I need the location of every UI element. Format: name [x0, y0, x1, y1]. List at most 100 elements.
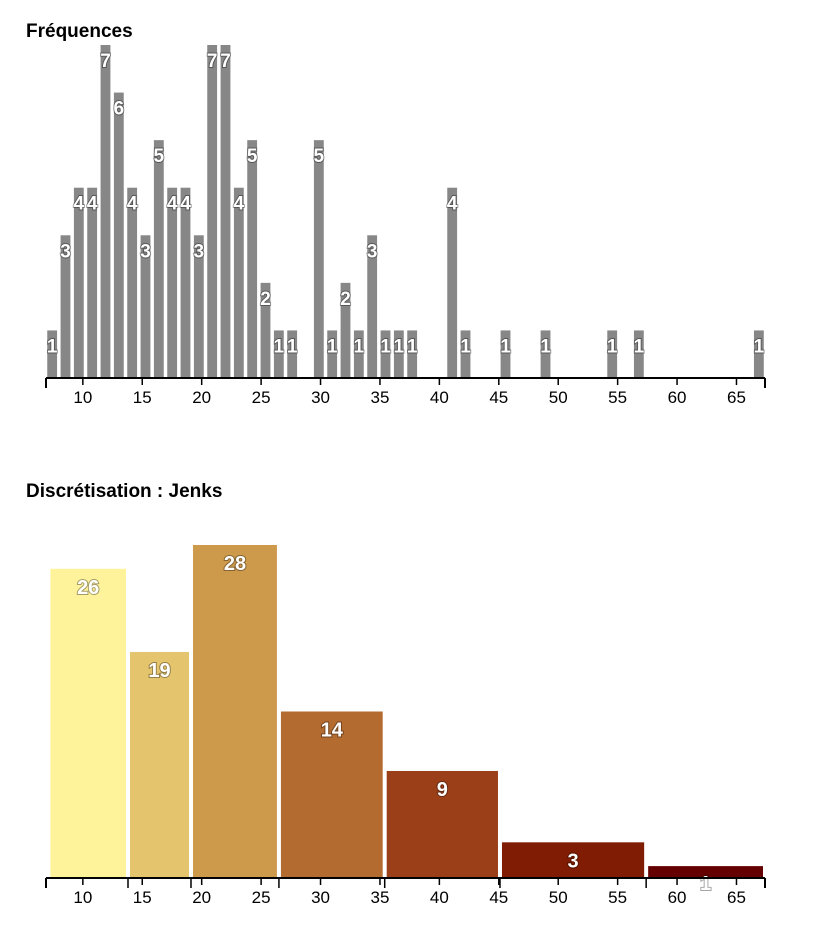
x-tick-label: 30: [311, 388, 330, 407]
frequency-bar-label: 7: [100, 51, 111, 72]
x-tick-label: 65: [727, 888, 746, 907]
frequency-bar: [220, 45, 231, 378]
x-tick-label: 15: [133, 388, 152, 407]
frequency-bar-label: 3: [140, 241, 151, 262]
x-tick-label: 55: [608, 888, 627, 907]
frequency-bar: [313, 140, 324, 378]
frequency-bar-label: 1: [500, 336, 511, 357]
x-tick-label: 15: [133, 888, 152, 907]
x-tick-label: 65: [727, 388, 746, 407]
frequency-bar: [127, 187, 138, 378]
jenks-class-count: 28: [224, 553, 246, 575]
frequency-bar-label: 5: [247, 146, 258, 167]
x-tick-label: 35: [370, 388, 389, 407]
x-tick-label: 60: [668, 888, 687, 907]
frequency-bar-label: 5: [154, 146, 165, 167]
x-tick-label: 35: [370, 888, 389, 907]
frequency-bar-label: 1: [460, 336, 471, 357]
jenks-class-bar: [280, 711, 383, 878]
frequency-bar: [327, 330, 338, 378]
jenks-class-count: 14: [321, 720, 344, 742]
frequency-bar: [500, 330, 511, 378]
x-tick-label: 10: [73, 388, 92, 407]
frequency-bar: [753, 330, 764, 378]
jenks-class-bar: [386, 770, 498, 878]
frequency-x-axis: 10 15 20 25 30 35 40 45 50 55 60 65: [45, 377, 766, 407]
frequency-bar: [393, 330, 404, 378]
x-tick-label: 40: [430, 388, 449, 407]
frequency-bar-label: 4: [167, 194, 178, 215]
frequency-bar: [180, 187, 191, 378]
jenks-class-count: 19: [148, 660, 170, 682]
frequency-bar-label: 4: [74, 194, 85, 215]
frequency-bar: [460, 330, 471, 378]
frequency-bar-label: 1: [47, 336, 58, 357]
frequency-bar-label: 7: [220, 51, 231, 72]
frequency-bar-label: 4: [234, 194, 245, 215]
frequency-bar-label: 1: [754, 336, 765, 357]
frequency-bar-label: 3: [60, 241, 71, 262]
frequency-bar-label: 1: [407, 336, 418, 357]
frequency-bar: [273, 330, 284, 378]
frequency-bar-label: 2: [340, 289, 351, 310]
frequency-bar: [167, 187, 178, 378]
frequency-chart-title: Fréquences: [26, 21, 133, 42]
jenks-class-bar: [130, 652, 189, 878]
frequency-bar-label: 1: [287, 336, 298, 357]
frequency-bar-label: 6: [114, 99, 125, 120]
frequency-bar: [113, 92, 124, 379]
frequency-bar-label: 1: [540, 336, 551, 357]
frequency-bar-label: 4: [447, 194, 458, 215]
jenks-bars: 26 19 28 14 9 3 1: [50, 545, 763, 896]
x-tick-label: 20: [192, 888, 211, 907]
x-tick-label: 10: [73, 888, 92, 907]
frequency-bar-label: 3: [194, 241, 205, 262]
frequency-bar-label: 1: [327, 336, 338, 357]
frequency-bar-label: 4: [180, 194, 191, 215]
x-tick-label: 55: [608, 388, 627, 407]
frequency-bar-label: 4: [127, 194, 138, 215]
x-tick-label: 45: [489, 388, 508, 407]
frequency-bar: [100, 45, 111, 378]
x-tick-label: 50: [549, 888, 568, 907]
frequency-bar: [607, 330, 618, 378]
frequency-bar: [633, 330, 644, 378]
frequency-bar-label: 4: [87, 194, 98, 215]
frequency-bar: [140, 235, 151, 378]
frequency-bar: [47, 330, 58, 378]
x-tick-label: 25: [252, 388, 271, 407]
x-tick-label: 25: [252, 888, 271, 907]
frequency-bar-label: 1: [607, 336, 618, 357]
jenks-chart-title: Discrétisation : Jenks: [26, 481, 222, 502]
frequency-bar: [87, 187, 98, 378]
jenks-class-bar: [648, 866, 763, 878]
frequency-bar: [193, 235, 204, 378]
jenks-class-bar: [192, 545, 277, 878]
frequency-bar: [60, 235, 71, 378]
frequency-bar-label: 7: [207, 51, 218, 72]
frequency-bar: [207, 45, 218, 378]
frequency-bar-label: 1: [394, 336, 405, 357]
frequency-bar: [73, 187, 84, 378]
frequency-bar-label: 3: [367, 241, 378, 262]
frequency-bar-label: 1: [274, 336, 285, 357]
x-tick-label: 40: [430, 888, 449, 907]
x-tick-label: 20: [192, 388, 211, 407]
frequency-bar-label: 1: [634, 336, 645, 357]
frequency-bar: [380, 330, 391, 378]
frequency-bar-label: 1: [380, 336, 391, 357]
frequency-bar-label: 1: [354, 336, 365, 357]
jenks-class-count: 3: [568, 850, 579, 872]
jenks-class-count: 9: [437, 779, 448, 801]
frequency-bar: [153, 140, 164, 378]
frequency-bar: [233, 187, 244, 378]
frequency-bar: [367, 235, 378, 378]
jenks-x-axis: 10 15 20 25 30 35 40 45 50 55 60 65: [45, 877, 766, 907]
frequency-bar-label: 5: [314, 146, 325, 167]
frequency-bar: [247, 140, 258, 378]
x-tick-label: 50: [549, 388, 568, 407]
x-tick-label: 60: [668, 388, 687, 407]
jenks-class-bar: [50, 568, 127, 878]
